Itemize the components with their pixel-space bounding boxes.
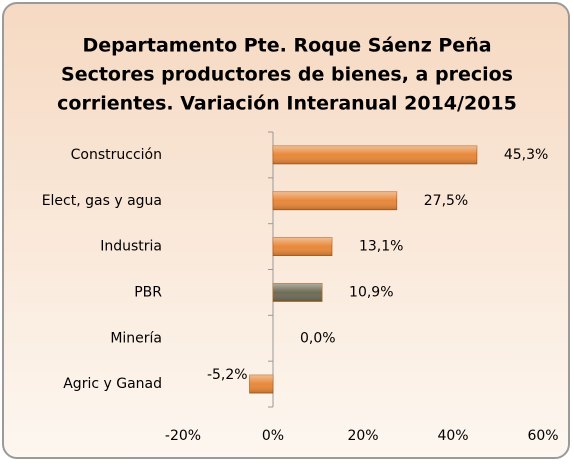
y-tick-label: Elect, gas y agua xyxy=(42,193,162,209)
x-tick-label: 60% xyxy=(527,428,558,444)
title-line: Departamento Pte. Roque Sáenz Peña xyxy=(82,35,491,57)
title-line: corrientes. Variación Interanual 2014/20… xyxy=(57,93,517,115)
y-tick-label: Minería xyxy=(110,330,162,346)
title-line: Sectores productores de bienes, a precio… xyxy=(61,64,513,86)
value-label: 0,0% xyxy=(300,330,336,346)
y-tick-label: Construcción xyxy=(71,147,162,163)
value-label: 10,9% xyxy=(349,284,393,300)
y-tick-label: PBR xyxy=(134,284,162,300)
value-label: 45,3% xyxy=(504,147,548,163)
bar-shade xyxy=(273,145,477,164)
value-label: -5,2% xyxy=(207,367,248,383)
bar-shade xyxy=(273,283,323,302)
x-tick-label: 0% xyxy=(262,428,284,444)
bar-shade xyxy=(273,191,397,210)
chart-title: Departamento Pte. Roque Sáenz Peña Sector… xyxy=(57,35,517,115)
x-tick-label: -20% xyxy=(165,428,201,444)
y-tick-label: Agric y Ganad xyxy=(63,376,162,392)
chart-frame xyxy=(2,2,570,459)
bar-shade xyxy=(273,237,332,256)
y-tick-label: Industria xyxy=(100,239,162,255)
x-tick-label: 40% xyxy=(437,428,468,444)
bar-shade xyxy=(249,375,273,394)
value-label: 27,5% xyxy=(424,193,468,209)
value-label: 13,1% xyxy=(359,239,403,255)
x-tick-label: 20% xyxy=(347,428,378,444)
